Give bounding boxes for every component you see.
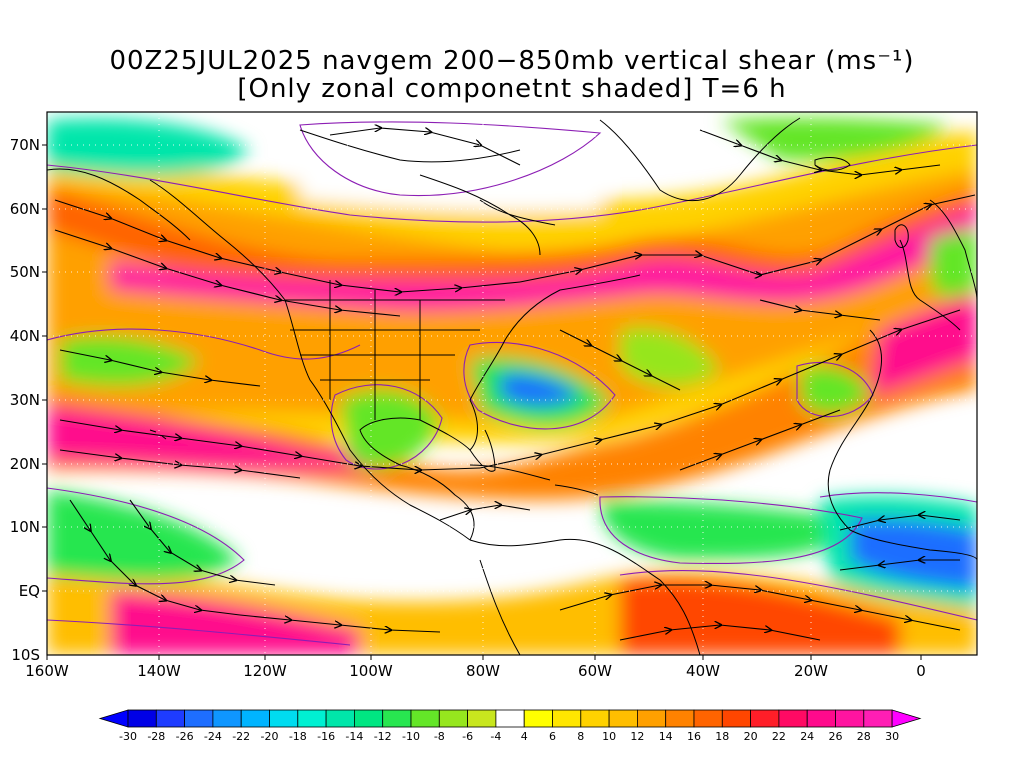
- colorbar-swatch: [410, 709, 440, 728]
- colorbar-swatch: [495, 709, 525, 728]
- colorbar-tick-label: 28: [856, 730, 871, 743]
- lon-label-40w: 40W: [686, 662, 720, 680]
- colorbar-swatch: [297, 709, 327, 728]
- lat-label-60n: 60N: [9, 200, 40, 218]
- lat-label-20n: 20N: [9, 455, 40, 473]
- colorbar-tick-label: 14: [658, 730, 673, 743]
- colorbar-swatch: [721, 709, 751, 728]
- streamlines: [54, 128, 976, 641]
- colorbar-tick-label: 20: [743, 730, 758, 743]
- colorbar-swatch: [438, 709, 468, 728]
- lat-label-10s: 10S: [11, 646, 40, 664]
- lat-label-50n: 50N: [9, 263, 40, 281]
- chart-subtitle: [Only zonal componetnt shaded] T=6 h: [237, 74, 787, 104]
- colorbar-swatch: [212, 709, 242, 728]
- colorbar-tick-label: 30: [885, 730, 900, 743]
- colorbar-swatch: [184, 709, 214, 728]
- colorbar-tick-label: 4: [520, 730, 528, 743]
- colorbar-tick-label: -28: [147, 730, 166, 743]
- colorbar-tick-label: -16: [317, 730, 336, 743]
- colorbar-swatch: [552, 709, 582, 728]
- colorbar-tick-label: -18: [288, 730, 307, 743]
- colorbar-swatch: [580, 709, 610, 728]
- colorbar-swatch: [693, 709, 723, 728]
- colorbar: [98, 709, 922, 728]
- colorbar-over-arrow: [891, 709, 922, 728]
- colorbar-under-arrow: [98, 709, 129, 728]
- lon-label-80w: 80W: [466, 662, 500, 680]
- colorbar-swatch: [353, 709, 384, 728]
- lon-label-60w: 60W: [578, 662, 612, 680]
- colorbar-swatch: [127, 709, 157, 728]
- lat-label-eq: EQ: [18, 582, 40, 600]
- colorbar-swatch: [240, 709, 270, 728]
- colorbar-swatch: [155, 709, 186, 728]
- lon-label-140w: 140W: [137, 662, 181, 680]
- colorbar-swatch: [750, 709, 780, 728]
- colorbar-swatch: [325, 709, 355, 728]
- lat-label-30n: 30N: [9, 391, 40, 409]
- colorbar-tick-label: 12: [630, 730, 645, 743]
- lon-label-120w: 120W: [243, 662, 287, 680]
- colorbar-swatch: [637, 709, 667, 728]
- colorbar-tick-label: 22: [771, 730, 786, 743]
- colorbar-tick-label: -30: [119, 730, 137, 743]
- colorbar-swatch: [523, 709, 553, 728]
- colorbar-tick-label: 8: [577, 730, 585, 743]
- colorbar-swatch: [382, 709, 412, 728]
- colorbar-swatch: [467, 709, 497, 728]
- colorbar-tick-label: -24: [203, 730, 222, 743]
- colorbar-tick-label: -22: [232, 730, 251, 743]
- colorbar-swatch: [835, 709, 865, 728]
- lon-label-160w: 160W: [25, 662, 69, 680]
- axis-ticks: [42, 144, 922, 660]
- colorbar-tick-label: -26: [175, 730, 194, 743]
- colorbar-swatch: [778, 709, 808, 728]
- lon-label-0: 0: [916, 662, 926, 680]
- colorbar-swatch: [665, 709, 695, 728]
- lon-label-20w: 20W: [794, 662, 828, 680]
- colorbar-tick-label: -14: [345, 730, 364, 743]
- colorbar-tick-label: -4: [490, 730, 502, 743]
- lat-label-70n: 70N: [9, 136, 40, 154]
- colorbar-tick-label: 18: [715, 730, 730, 743]
- colorbar-swatch: [608, 709, 638, 728]
- colorbar-tick-label: -8: [433, 730, 445, 743]
- lat-label-40n: 40N: [9, 327, 40, 345]
- colorbar-tick-label: -10: [402, 730, 420, 743]
- plot-frame: [46, 111, 978, 656]
- colorbar-tick-label: -6: [462, 730, 474, 743]
- chart-title: 00Z25JUL2025 navgem 200−850mb vertical s…: [109, 46, 915, 76]
- colorbar-swatch: [269, 709, 299, 728]
- colorbar-tick-label: 16: [687, 730, 701, 743]
- colorbar-tick-label: -20: [260, 730, 279, 743]
- lat-lon-grid: [47, 112, 977, 655]
- colorbar-tick-label: 24: [800, 730, 815, 743]
- colorbar-swatch: [806, 709, 836, 728]
- colorbar-tick-label: 10: [602, 730, 617, 743]
- colorbar-tick-label: 26: [828, 730, 843, 743]
- colorbar-tick-label: 6: [549, 730, 556, 743]
- lat-label-10n: 10N: [9, 518, 40, 536]
- colorbar-swatch: [863, 709, 893, 728]
- colorbar-tick-label: -12: [373, 730, 392, 743]
- lon-label-100w: 100W: [349, 662, 393, 680]
